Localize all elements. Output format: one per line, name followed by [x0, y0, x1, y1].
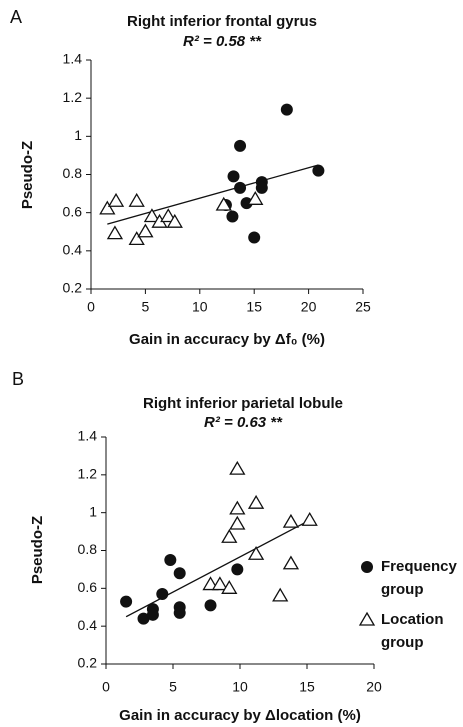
y-axis-label: Pseudo-Z: [29, 516, 46, 584]
data-point: [173, 567, 186, 580]
data-point: [128, 231, 145, 246]
data-point: [215, 196, 232, 211]
data-point: [282, 513, 300, 528]
x-axis-label: Gain in accuracy by Δlocation (%): [119, 707, 361, 724]
y-tick-label: 0.4: [78, 617, 98, 633]
legend-label: Frequency group: [381, 558, 457, 598]
data-point: [221, 528, 238, 543]
y-tick-label: 1.2: [78, 466, 98, 482]
data-point: [226, 210, 239, 223]
data-point: [247, 191, 264, 205]
y-tick-label: 0.6: [78, 579, 98, 595]
data-point: [120, 595, 133, 608]
x-tick-label: 5: [169, 679, 177, 695]
y-tick-label: 0.8: [63, 165, 83, 181]
data-point: [137, 223, 154, 238]
x-tick-label: 20: [301, 299, 317, 315]
data-point: [229, 500, 246, 515]
data-point: [221, 580, 238, 594]
data-point: [107, 192, 125, 207]
panel-label: A: [10, 7, 22, 27]
legend-label: Location group: [381, 611, 444, 651]
x-tick-label: 15: [246, 299, 262, 315]
data-point: [164, 553, 177, 566]
y-tick-label: 1.4: [78, 428, 98, 444]
data-point: [247, 494, 265, 509]
x-tick-label: 20: [366, 679, 382, 695]
data-point: [280, 103, 293, 116]
fit-line: [125, 519, 310, 618]
y-tick-label: 1: [74, 127, 82, 143]
data-point: [229, 515, 246, 530]
data-point: [248, 231, 261, 244]
data-point: [211, 576, 229, 591]
x-tick-label: 0: [102, 679, 110, 695]
y-tick-label: 0.8: [78, 541, 98, 557]
data-point: [234, 181, 247, 194]
y-tick-label: 0.6: [63, 203, 83, 219]
data-point: [160, 208, 177, 223]
data-point: [128, 192, 145, 207]
data-point: [106, 225, 124, 240]
data-point: [99, 200, 116, 215]
legend-marker: [358, 611, 376, 626]
data-point: [255, 181, 268, 194]
x-tick-label: 10: [192, 299, 208, 315]
data-point: [231, 563, 244, 576]
x-tick-label: 10: [232, 679, 248, 695]
legend-marker: [361, 561, 373, 573]
data-point: [156, 588, 169, 601]
panel-label: B: [12, 369, 24, 389]
y-axis-label: Pseudo-Z: [19, 141, 36, 209]
x-tick-label: 0: [87, 299, 95, 315]
data-point: [234, 139, 247, 152]
data-point: [229, 460, 246, 475]
y-tick-label: 0.2: [78, 655, 98, 671]
chart-title: Right inferior parietal lobule: [143, 395, 343, 412]
x-tick-label: 25: [355, 299, 371, 315]
data-point: [282, 555, 300, 570]
y-tick-label: 0.4: [63, 242, 83, 258]
y-tick-label: 1.2: [63, 89, 83, 105]
data-point: [166, 213, 183, 228]
data-point: [312, 164, 325, 177]
data-point: [204, 599, 217, 612]
data-point: [301, 511, 318, 526]
data-point: [240, 197, 253, 210]
y-tick-label: 1.4: [63, 51, 83, 67]
data-point: [146, 608, 159, 621]
chart-subtitle: R² = 0.58 **: [183, 33, 262, 50]
chart-subtitle: R² = 0.63 **: [204, 414, 283, 431]
data-point: [247, 545, 265, 560]
x-tick-label: 5: [142, 299, 150, 315]
fit-line: [107, 164, 319, 225]
chart-title: Right inferior frontal gyrus: [127, 13, 317, 30]
data-point: [143, 208, 161, 223]
y-tick-label: 0.2: [63, 280, 83, 296]
y-tick-label: 1: [89, 503, 97, 519]
data-point: [272, 587, 289, 602]
x-tick-label: 15: [299, 679, 315, 695]
data-point: [173, 606, 186, 619]
x-axis-label: Gain in accuracy by Δf₀ (%): [129, 331, 325, 348]
data-point: [137, 612, 150, 625]
data-point: [227, 170, 240, 183]
